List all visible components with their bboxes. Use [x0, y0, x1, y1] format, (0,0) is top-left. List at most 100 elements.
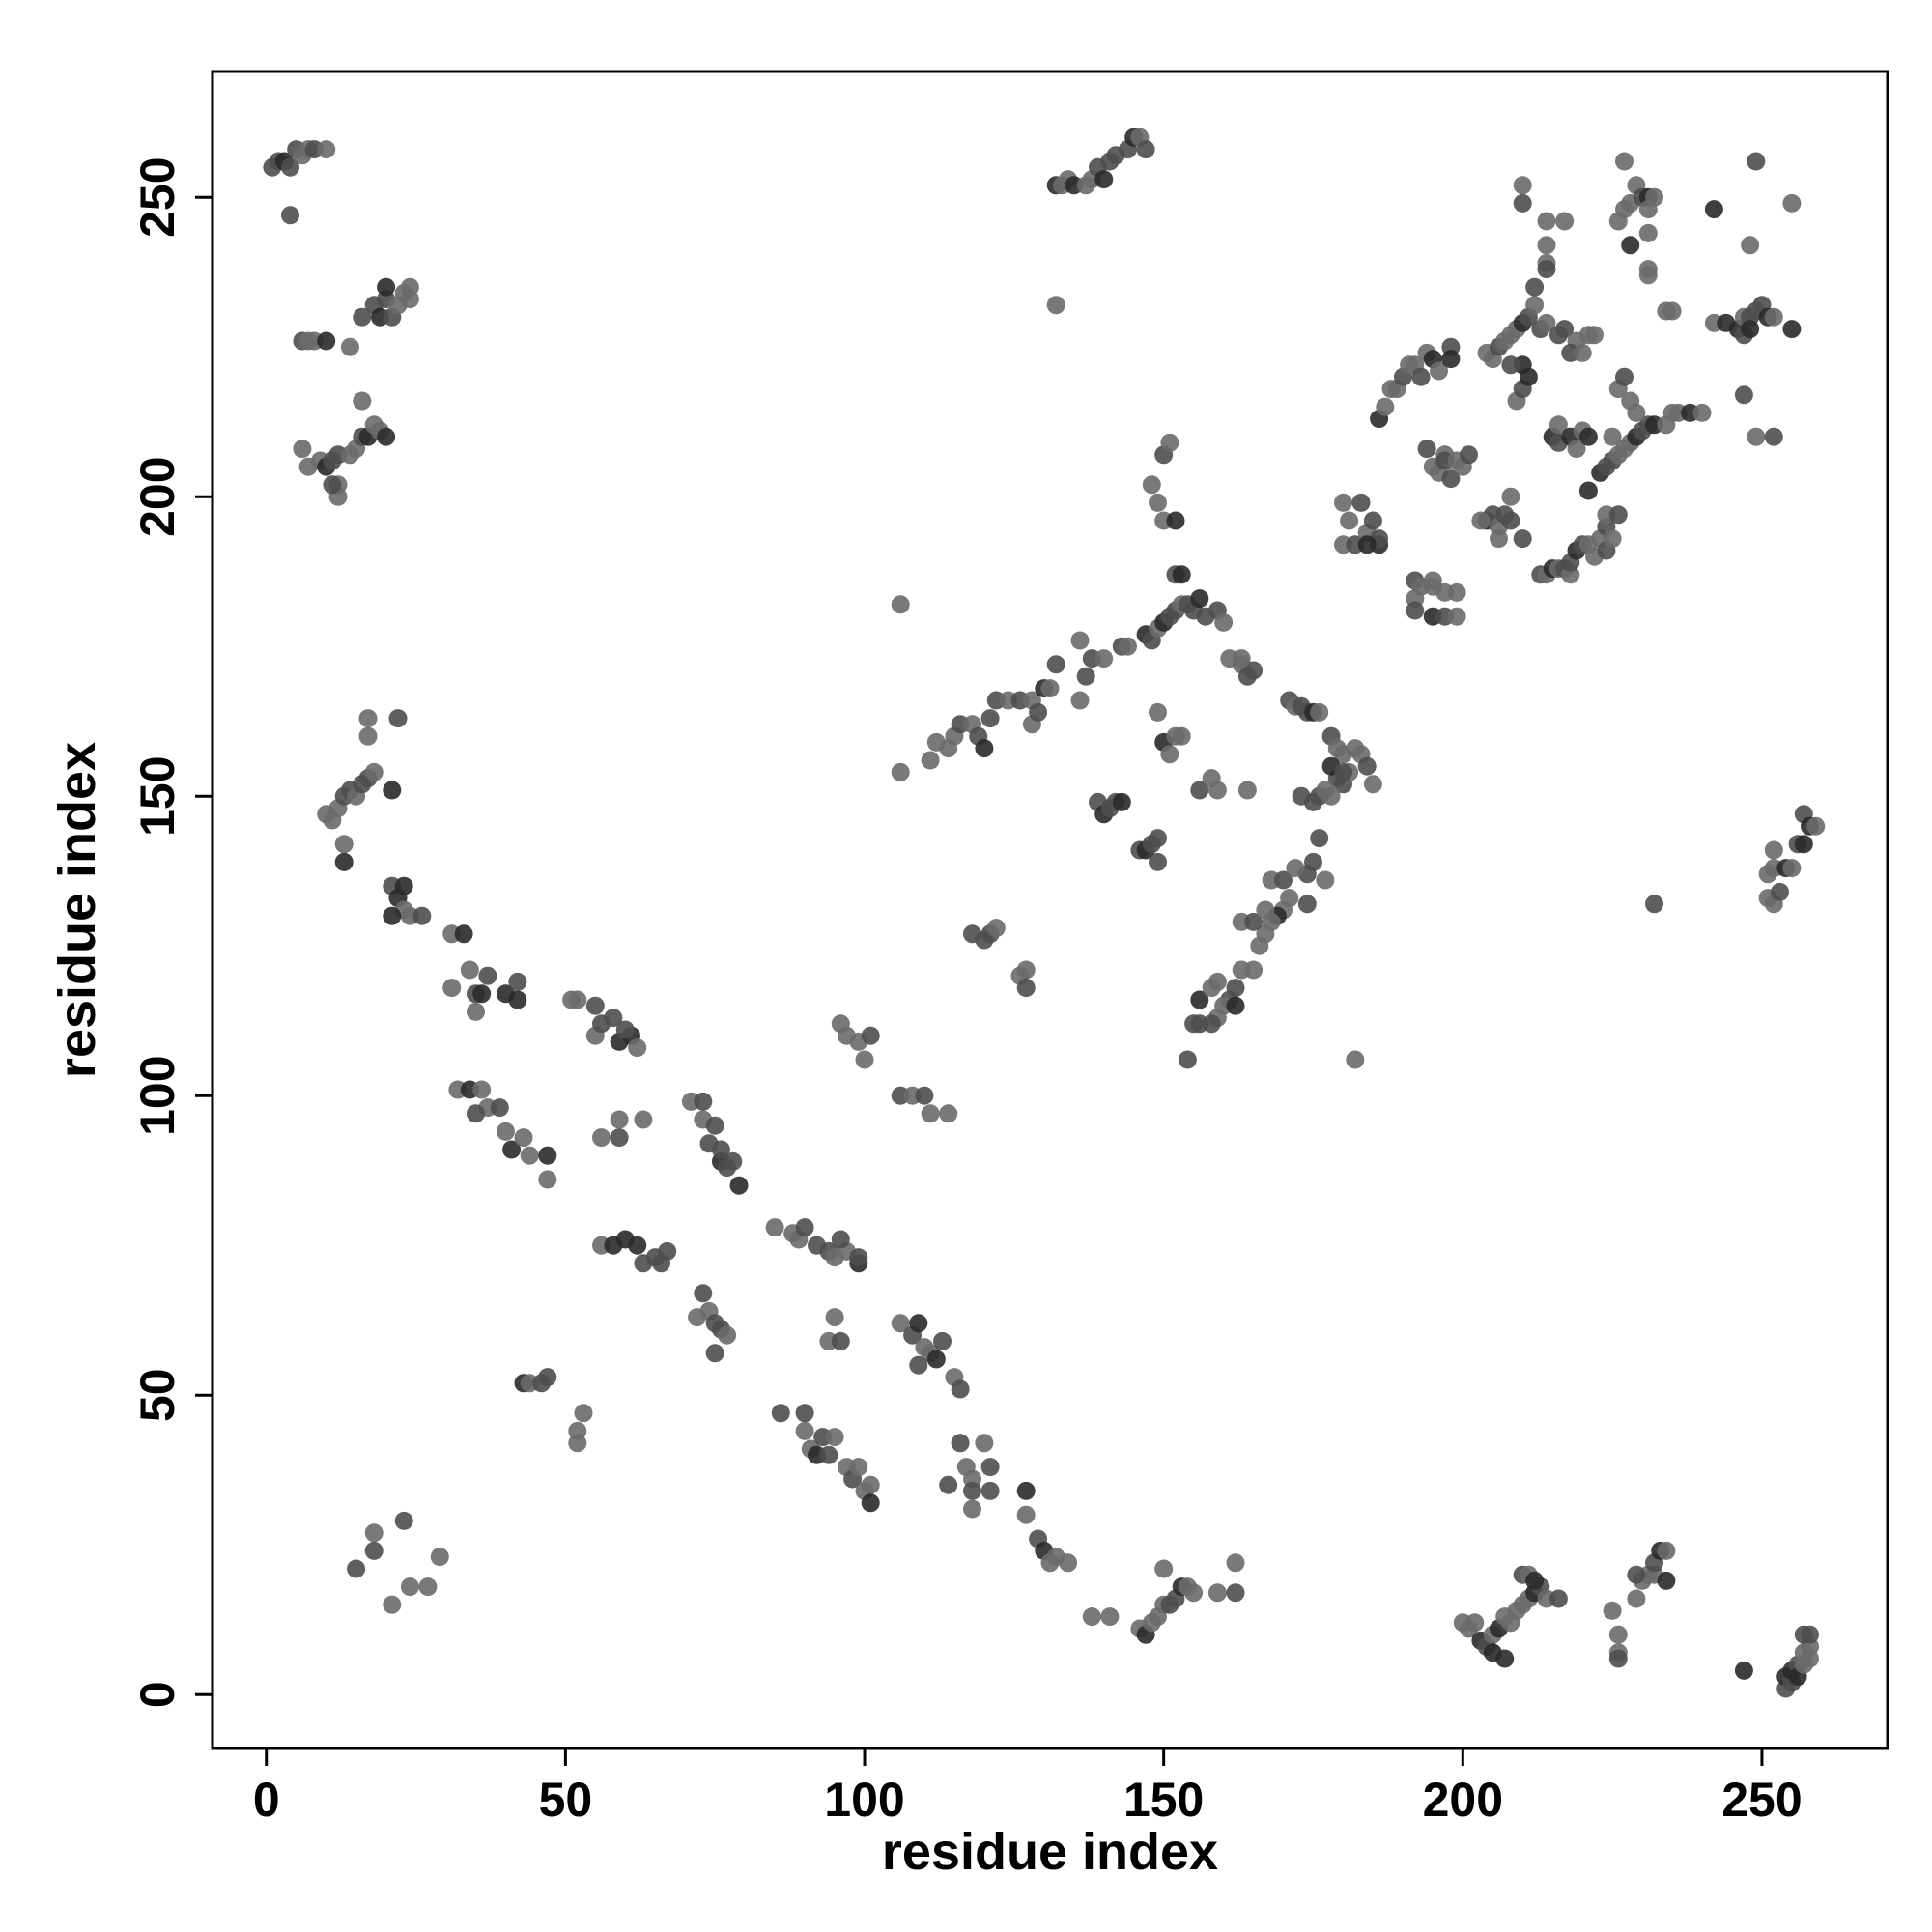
scatter-point — [1357, 756, 1377, 776]
scatter-point — [592, 1128, 611, 1148]
scatter-point — [1627, 403, 1646, 422]
scatter-point — [1573, 343, 1592, 362]
scatter-point — [1112, 792, 1131, 811]
scatter-point — [1764, 307, 1783, 327]
scatter-point — [1794, 835, 1813, 854]
scatter-point — [364, 762, 384, 781]
scatter-point — [1040, 679, 1060, 698]
scatter-point — [628, 1038, 647, 1058]
x-tick-label: 150 — [1123, 1773, 1204, 1827]
scatter-point — [1340, 511, 1359, 530]
scatter-point — [1585, 326, 1604, 345]
scatter-point — [1250, 936, 1269, 955]
scatter-point — [1747, 152, 1766, 171]
scatter-point — [1160, 745, 1179, 764]
scatter-point — [430, 1548, 449, 1567]
scatter-point — [293, 440, 312, 459]
scatter-point — [1603, 427, 1622, 446]
x-axis-ticks: 0 50 100 150 200 250 — [253, 1748, 1803, 1827]
scatter-point — [1094, 649, 1114, 668]
scatter-point — [855, 1050, 874, 1069]
scatter-point — [1471, 511, 1491, 530]
scatter-point — [909, 1355, 928, 1375]
scatter-point — [358, 709, 378, 728]
scatter-point — [1149, 702, 1167, 722]
scatter-point — [1734, 385, 1753, 405]
y-tick-label: 200 — [130, 456, 185, 536]
scatter-point — [454, 924, 473, 944]
scatter-point — [364, 1541, 384, 1560]
scatter-point — [1501, 487, 1520, 506]
scatter-point — [1016, 1481, 1036, 1500]
scatter-point — [1525, 296, 1545, 315]
scatter-point — [1208, 972, 1227, 991]
scatter-point — [1226, 1553, 1245, 1573]
scatter-point — [1363, 511, 1382, 530]
scatter-point — [1190, 781, 1209, 800]
scatter-point — [921, 751, 940, 770]
scatter-point — [317, 140, 336, 159]
scatter-point — [585, 996, 605, 1015]
scatter-point — [921, 1104, 940, 1123]
scatter-point — [1513, 529, 1532, 549]
scatter-point — [861, 1026, 880, 1045]
scatter-point — [909, 1314, 928, 1333]
x-tick-label: 50 — [539, 1773, 593, 1827]
scatter-point — [1627, 1589, 1646, 1608]
scatter-point — [711, 1140, 730, 1159]
scatter-point — [1537, 260, 1556, 279]
scatter-point — [353, 307, 372, 327]
scatter-point — [1346, 1050, 1365, 1069]
scatter-point — [1310, 829, 1329, 848]
scatter-point — [1782, 193, 1802, 213]
scatter-point — [891, 595, 910, 614]
scatter-point — [508, 972, 527, 991]
scatter-point — [1244, 912, 1264, 931]
scatter-point — [1525, 1571, 1545, 1590]
scatter-point — [975, 1434, 994, 1453]
scatter-point — [1734, 1661, 1753, 1680]
scatter-point — [388, 709, 408, 728]
scatter-point — [1578, 427, 1598, 446]
scatter-point — [1603, 529, 1622, 549]
scatter-point — [1100, 1607, 1120, 1627]
scatter-point — [377, 277, 396, 297]
scatter-point — [1741, 236, 1760, 255]
scatter-point — [1537, 313, 1556, 332]
scatter-point — [939, 1104, 958, 1123]
scatter-point — [1608, 1625, 1628, 1644]
scatter-point — [1662, 301, 1682, 321]
scatter-point — [724, 1151, 743, 1171]
scatter-point — [975, 739, 994, 758]
scatter-point — [795, 1404, 814, 1423]
scatter-point — [1208, 781, 1227, 800]
scatter-point — [891, 1314, 910, 1333]
scatter-point — [771, 1404, 790, 1423]
scatter-point — [334, 835, 354, 854]
scatter-point — [1764, 427, 1783, 446]
scatter-point — [1423, 571, 1442, 590]
y-tick-label: 0 — [130, 1681, 185, 1708]
scatter-point — [1316, 870, 1335, 890]
scatter-point — [1537, 236, 1556, 255]
scatter-point — [412, 906, 432, 925]
x-tick-label: 250 — [1721, 1773, 1802, 1827]
scatter-point — [400, 1577, 419, 1597]
scatter-point — [1160, 433, 1179, 452]
scatter-point — [1376, 397, 1395, 416]
y-axis-ticks: 0 50 100 150 200 250 — [130, 156, 213, 1708]
scatter-point — [915, 1086, 934, 1105]
scatter-point — [490, 1098, 509, 1118]
scatter-point — [1406, 601, 1425, 620]
scatter-point — [1621, 236, 1640, 255]
scatter-point — [1070, 691, 1090, 710]
scatter-point — [1501, 355, 1520, 375]
scatter-point — [1555, 212, 1575, 231]
scatter-point — [705, 1116, 724, 1135]
scatter-point — [377, 427, 396, 446]
scatter-point — [1094, 170, 1114, 189]
scatter-point — [508, 990, 527, 1009]
scatter-point — [825, 1428, 844, 1447]
scatter-point — [334, 852, 354, 871]
